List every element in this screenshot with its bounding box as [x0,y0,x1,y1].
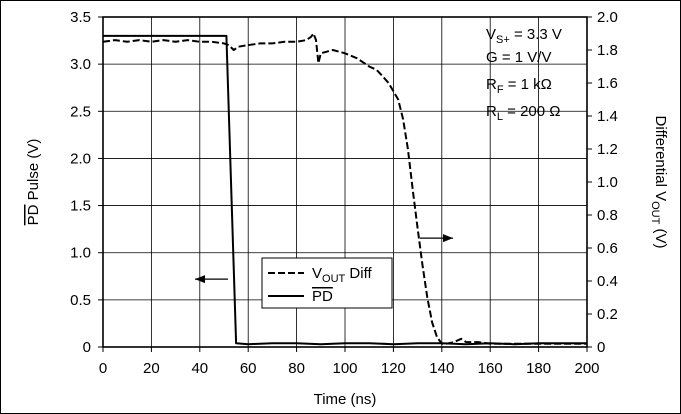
y-left-tick-label: 3.5 [70,9,91,26]
x-tick-label: 60 [240,360,257,377]
y-axis-label-right-main: Differential V [652,115,669,201]
legend-label: PD [312,288,333,305]
x-tick-label: 100 [332,360,357,377]
x-tick-label: 0 [99,360,107,377]
series-line-pd [103,34,587,346]
x-axis-label: Time (ns) [314,391,377,408]
x-tick-label: 120 [381,360,406,377]
y-left-tick-label: 2.0 [70,150,91,167]
y-left-tick-label: 3.0 [70,56,91,73]
left-axis-arrow-head [195,275,205,284]
x-tick-label: 200 [574,360,599,377]
y-right-tick-label: 1.2 [597,141,618,158]
y-axis-label-right-tail: (V) [652,224,669,248]
y-right-tick-label: 0.2 [597,306,618,323]
axis-arrows [195,234,453,284]
y-right-tick-label: 0.4 [597,273,618,290]
y-axis-label-left: PD Pulse (V) [25,139,42,226]
y-left-tick-label: 0.5 [70,292,91,309]
y-axis-label-right-sub: OUT [649,201,661,225]
x-tick-label: 160 [478,360,503,377]
x-tick-label: 40 [191,360,208,377]
y-right-tick-label: 0.6 [597,240,618,257]
y-left-tick-label: 0 [83,339,91,356]
x-tick-label: 20 [143,360,160,377]
annotation-text: RL = 200 Ω [486,103,560,123]
ticks-group: 0 20 40 60 80 100 120 140 160 180 200 0 0.5 1.0 1.5 2.0… [70,9,618,377]
y-axis-label-left-overline-part: PD [25,204,42,225]
series-group [102,32,587,346]
x-tick-label: 180 [526,360,551,377]
annotation-text: RF = 1 kΩ [486,76,552,96]
right-axis-arrow-head [443,234,453,243]
legend-box [261,257,393,309]
y-axis-label-left-rest: Pulse (V) [25,139,42,205]
legend: VOUT Diff PD [268,265,372,305]
y-right-tick-label: 0.8 [597,207,618,224]
y-axis-label-right: Differential VOUT (V) [649,115,669,248]
x-tick-label: 140 [429,360,454,377]
y-right-tick-label: 2.0 [597,9,618,26]
y-right-tick-label: 0 [597,339,605,356]
legend-label: VOUT Diff [312,265,372,285]
y-right-tick-label: 1.8 [597,42,618,59]
y-left-tick-label: 1.0 [70,245,91,262]
y-right-tick-label: 1.4 [597,108,618,125]
y-right-tick-label: 1.6 [597,75,618,92]
y-left-tick-label: 1.5 [70,198,91,215]
y-right-tick-label: 1.0 [597,174,618,191]
annotation-block: VS+ = 3.3 V G = 1 V/V RF = 1 kΩ RL = 200 Ω [486,26,562,123]
x-tick-label: 80 [288,360,305,377]
series-line-vout-diff [102,32,587,345]
y-left-tick-label: 2.5 [70,103,91,120]
annotation-text: G = 1 V/V [486,49,551,66]
annotation-text: VS+ = 3.3 V [486,26,562,46]
